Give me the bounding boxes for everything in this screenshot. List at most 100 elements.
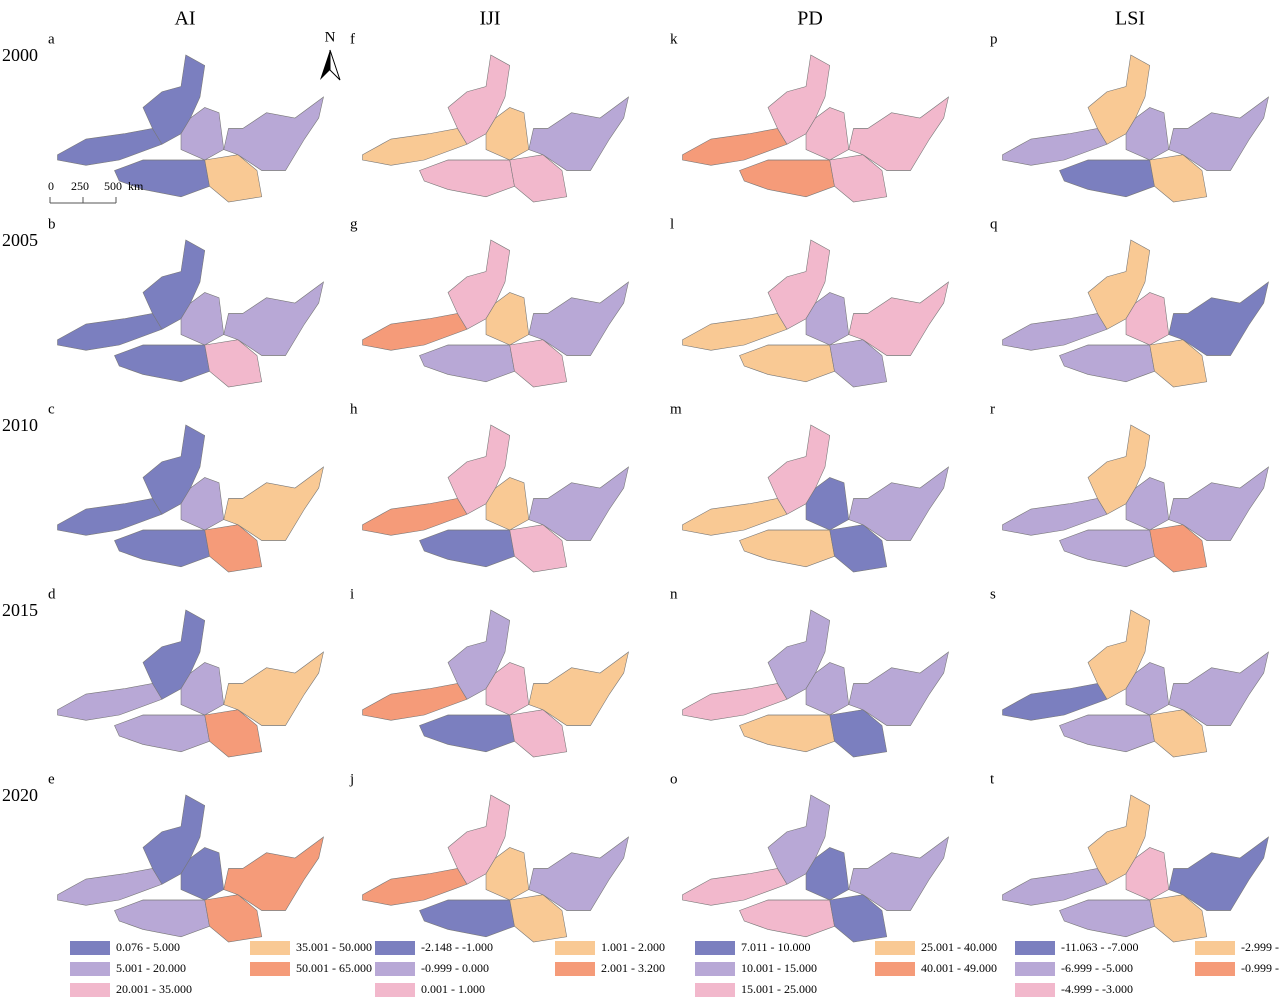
figure: AIabcde0.076 - 5.0005.001 - 20.00020.001… (0, 0, 1279, 999)
map-panel (58, 55, 324, 202)
map-panel (1003, 610, 1269, 757)
legend-label: -4.999 - -3.000 (1061, 982, 1133, 996)
map-region (1060, 160, 1155, 197)
scale-label: 0 (48, 179, 54, 193)
legend-swatch (875, 962, 915, 976)
column-title: AI (174, 8, 195, 30)
legend-swatch (555, 962, 595, 976)
map-region (115, 900, 210, 937)
year-label: 2020 (2, 785, 38, 805)
north-label: N (325, 29, 336, 45)
legend-swatch (375, 983, 415, 997)
legend-swatch (1195, 962, 1235, 976)
legend-label: 40.001 - 49.000 (921, 961, 997, 975)
legend-label: 5.001 - 20.000 (116, 961, 186, 975)
map-region (740, 345, 835, 382)
panel-letter: d (48, 586, 56, 602)
legend-label: 2.001 - 3.200 (601, 961, 665, 975)
map-region (1060, 345, 1155, 382)
map-panel (363, 610, 629, 757)
map-region (1060, 530, 1155, 567)
map-panel (1003, 795, 1269, 942)
column-title: LSI (1115, 8, 1145, 30)
legend-swatch (555, 941, 595, 955)
map-region (740, 530, 835, 567)
map-panel (1003, 55, 1269, 202)
map-panel (363, 240, 629, 387)
scale-unit: km (128, 179, 144, 193)
map-panel (58, 240, 324, 387)
column-title: PD (797, 8, 823, 30)
panel-letter: c (48, 401, 55, 417)
year-label: 2010 (2, 415, 38, 435)
year-label: 2005 (2, 230, 38, 250)
panel-letter: l (670, 216, 674, 232)
legend-label: 50.001 - 65.000 (296, 961, 372, 975)
panel-letter: b (48, 216, 56, 232)
map-region (740, 715, 835, 752)
legend-label: 25.001 - 40.000 (921, 940, 997, 954)
panel-letter: j (349, 771, 354, 787)
map-region (740, 160, 835, 197)
legend-swatch (375, 941, 415, 955)
map-panel (363, 795, 629, 942)
legend-swatch (1195, 941, 1235, 955)
map-panel (683, 55, 949, 202)
map-panel (58, 425, 324, 572)
panel-letter: i (350, 586, 354, 602)
panel-letter: t (990, 771, 995, 787)
map-region (740, 900, 835, 937)
panel-letter: q (990, 216, 998, 232)
legend-label: 35.001 - 50.000 (296, 940, 372, 954)
legend-label: 15.001 - 25.000 (741, 982, 817, 996)
panel-letter: p (990, 31, 998, 47)
panel-letter: m (670, 401, 682, 417)
legend-label: -0.999 - 0.000 (421, 961, 489, 975)
legend-label: 7.011 - 10.000 (741, 940, 811, 954)
panel-letter: o (670, 771, 678, 787)
legend-swatch (695, 962, 735, 976)
legend-swatch (250, 962, 290, 976)
scale-label: 250 (71, 179, 89, 193)
panel-letter: g (350, 216, 358, 232)
year-label: 2015 (2, 600, 38, 620)
year-label: 2000 (2, 45, 38, 65)
map-panel (683, 795, 949, 942)
legend-swatch (875, 941, 915, 955)
north-arrow (330, 50, 340, 80)
legend-swatch (70, 941, 110, 955)
legend-swatch (695, 941, 735, 955)
map-panel (363, 425, 629, 572)
panel-letter: k (670, 31, 678, 47)
legend-swatch (1015, 962, 1055, 976)
north-arrow (320, 50, 330, 80)
legend-swatch (375, 962, 415, 976)
map-region (1060, 900, 1155, 937)
map-region (1060, 715, 1155, 752)
panel-letter: f (350, 31, 355, 47)
legend-swatch (250, 941, 290, 955)
legend-label: -11.063 - -7.000 (1061, 940, 1139, 954)
legend-label: 0.076 - 5.000 (116, 940, 180, 954)
panel-letter: e (48, 771, 55, 787)
column-title: IJI (479, 8, 500, 30)
map-region (420, 900, 515, 937)
legend-label: -2.148 - -1.000 (421, 940, 493, 954)
legend-swatch (1015, 983, 1055, 997)
legend-label: 1.001 - 2.000 (601, 940, 665, 954)
map-region (420, 345, 515, 382)
legend-label: -2.999 - -1.000 (1241, 940, 1279, 954)
legend-label: -6.999 - -5.000 (1061, 961, 1133, 975)
map-region (420, 715, 515, 752)
legend-swatch (695, 983, 735, 997)
map-region (115, 715, 210, 752)
map-region (115, 530, 210, 567)
legend-label: 10.001 - 15.000 (741, 961, 817, 975)
map-region (420, 530, 515, 567)
panel-letter: n (670, 586, 678, 602)
map-panel (58, 795, 324, 942)
map-panel (683, 425, 949, 572)
scale-label: 500 (104, 179, 122, 193)
legend-swatch (70, 962, 110, 976)
panel-letter: h (350, 401, 358, 417)
